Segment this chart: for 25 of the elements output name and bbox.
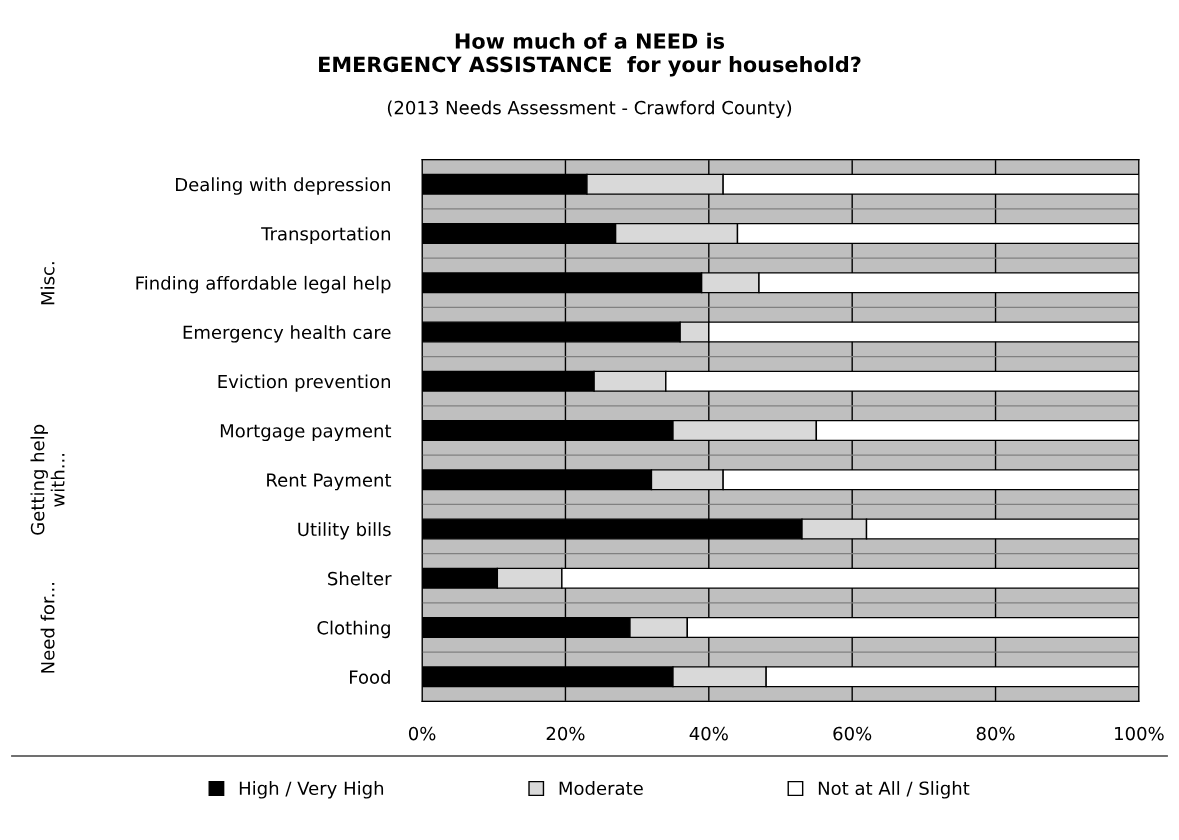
chart-title: How much of a NEED is EMERGENCY ASSISTANCE for your household? bbox=[319, 32, 861, 77]
y-tick-label: Emergency health care bbox=[183, 325, 391, 343]
x-tick-label: 100% bbox=[1115, 726, 1164, 741]
y-tick-label: Food bbox=[350, 669, 390, 684]
text: Misc. bbox=[40, 262, 55, 305]
x-tick-label: 80% bbox=[976, 726, 1015, 741]
y-tick-label: Eviction prevention bbox=[218, 374, 390, 392]
text: Need for... bbox=[40, 583, 55, 673]
legend-label: Moderate bbox=[559, 781, 643, 796]
y-tick-label: Mortgage payment bbox=[220, 424, 392, 442]
text: Getting help with... bbox=[30, 424, 65, 535]
chart-subtitle: (2013 Needs Assessment - Crawford County) bbox=[387, 100, 792, 118]
x-tick-label: 60% bbox=[833, 726, 872, 741]
y-tick-label: Rent Payment bbox=[267, 473, 392, 491]
y-tick-label: Transportation bbox=[261, 226, 390, 245]
y-tick-label: Dealing with depression bbox=[176, 177, 390, 195]
y-tick-label: Utility bills bbox=[298, 522, 391, 540]
y-tick-label: Finding affordable legal help bbox=[136, 275, 391, 294]
x-tick-label: 20% bbox=[546, 726, 585, 741]
y-tick-label: Shelter bbox=[328, 571, 392, 586]
x-tick-label: 40% bbox=[689, 726, 728, 741]
legend-label: High / Very High bbox=[239, 781, 384, 799]
legend-label: Not at All / Slight bbox=[818, 781, 970, 799]
y-tick-label: Clothing bbox=[317, 620, 390, 639]
x-tick-label: 0% bbox=[408, 726, 436, 741]
